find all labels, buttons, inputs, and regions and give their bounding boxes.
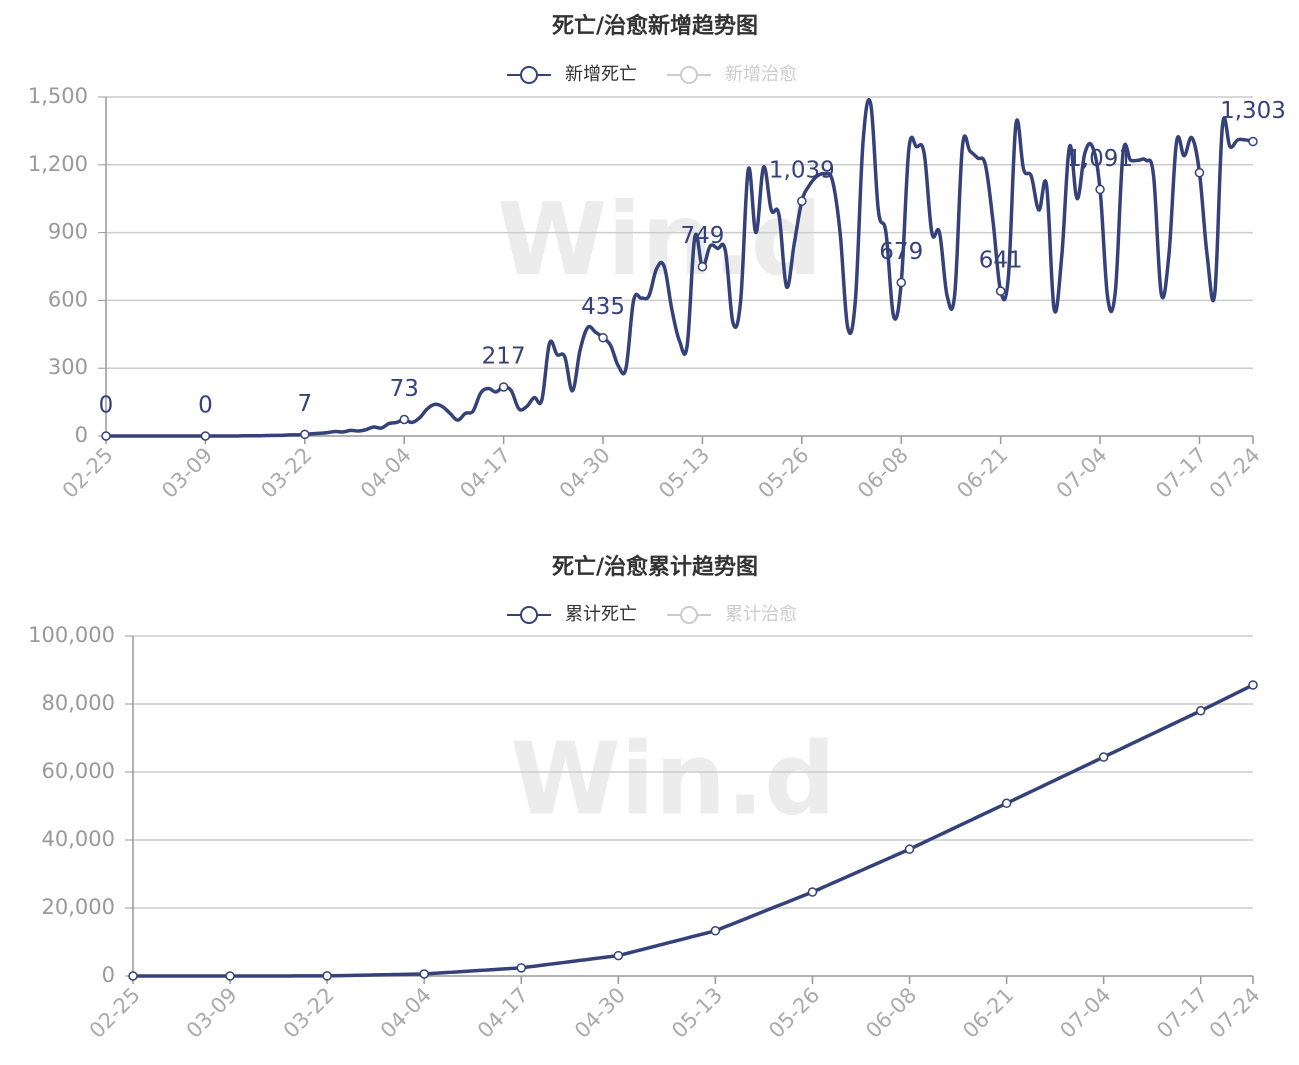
y-tick-label: 0 bbox=[75, 423, 88, 447]
x-tick-label: 03-22 bbox=[256, 443, 316, 503]
x-tick-label: 04-30 bbox=[555, 443, 615, 503]
x-tick-label: 07-24 bbox=[1205, 443, 1265, 503]
y-tick-label: 100,000 bbox=[28, 623, 115, 647]
point-marker bbox=[419, 969, 429, 979]
data-label: 73 bbox=[390, 376, 419, 402]
data-label: 0 bbox=[99, 393, 114, 419]
chart-title: 死亡/治愈新增趋势图 bbox=[552, 13, 758, 39]
legend-label: 累计死亡 bbox=[565, 604, 637, 625]
data-label: 641 bbox=[979, 248, 1023, 274]
x-tick-label: 03-09 bbox=[182, 983, 242, 1043]
point-marker bbox=[807, 887, 818, 897]
data-label: 0 bbox=[198, 393, 213, 419]
y-tick-label: 20,000 bbox=[42, 895, 115, 919]
y-tick-label: 900 bbox=[48, 220, 88, 244]
legend-marker bbox=[520, 66, 538, 84]
point-marker bbox=[399, 414, 409, 425]
point-marker bbox=[598, 332, 608, 343]
series-line bbox=[133, 683, 1254, 978]
x-tick-label: 06-21 bbox=[958, 983, 1018, 1043]
point-marker bbox=[1194, 167, 1205, 178]
x-tick-label: 03-22 bbox=[279, 983, 339, 1043]
point-marker bbox=[1095, 184, 1105, 195]
legend-marker bbox=[680, 606, 698, 624]
point-marker bbox=[1195, 706, 1206, 716]
x-tick-label: 04-04 bbox=[376, 983, 436, 1043]
y-tick-label: 600 bbox=[48, 287, 88, 311]
data-label: 435 bbox=[581, 294, 625, 320]
point-marker bbox=[613, 950, 624, 961]
x-tick-label: 06-08 bbox=[861, 983, 921, 1043]
watermark: Win.d bbox=[510, 720, 835, 837]
legend-label: 新增死亡 bbox=[565, 64, 637, 85]
legend-label: 新增治愈 bbox=[725, 64, 797, 85]
data-label: 749 bbox=[680, 223, 724, 249]
point-marker bbox=[904, 844, 915, 854]
point-marker bbox=[516, 963, 527, 973]
point-marker bbox=[322, 971, 332, 981]
y-tick-label: 40,000 bbox=[42, 827, 115, 851]
x-tick-label: 07-04 bbox=[1052, 443, 1112, 503]
x-tick-label: 03-09 bbox=[157, 443, 217, 503]
watermark: Win.d bbox=[497, 181, 822, 298]
point-marker bbox=[498, 382, 509, 392]
x-tick-label: 04-17 bbox=[473, 983, 533, 1043]
data-label: 1,039 bbox=[769, 158, 835, 184]
data-label: 679 bbox=[879, 239, 923, 265]
x-tick-label: 07-17 bbox=[1151, 443, 1211, 503]
x-tick-label: 05-13 bbox=[667, 983, 727, 1043]
point-marker bbox=[697, 261, 708, 272]
y-tick-label: 80,000 bbox=[42, 691, 115, 715]
point-marker bbox=[128, 971, 138, 981]
legend-marker bbox=[520, 606, 538, 624]
point-marker bbox=[1098, 752, 1109, 762]
x-tick-label: 04-04 bbox=[356, 443, 416, 503]
x-tick-label: 06-21 bbox=[952, 443, 1012, 503]
legend-marker bbox=[680, 66, 698, 84]
x-tick-label: 04-30 bbox=[570, 983, 630, 1043]
x-tick-label: 05-26 bbox=[753, 443, 813, 503]
x-tick-label: 07-04 bbox=[1055, 983, 1115, 1043]
data-label: 217 bbox=[482, 343, 526, 369]
point-marker bbox=[995, 286, 1006, 296]
x-tick-label: 05-26 bbox=[764, 983, 824, 1043]
point-marker bbox=[1248, 136, 1258, 147]
point-marker bbox=[710, 926, 721, 936]
x-tick-label: 02-25 bbox=[58, 443, 118, 503]
point-marker bbox=[1248, 680, 1258, 690]
x-tick-label: 02-25 bbox=[85, 983, 145, 1043]
x-tick-label: 07-17 bbox=[1152, 983, 1212, 1043]
legend-label: 累计治愈 bbox=[725, 604, 797, 625]
point-marker bbox=[300, 429, 310, 440]
y-tick-label: 1,200 bbox=[28, 152, 88, 176]
data-label: 1,303 bbox=[1220, 98, 1286, 124]
point-marker bbox=[797, 196, 807, 206]
y-tick-label: 60,000 bbox=[42, 759, 115, 783]
chart-title: 死亡/治愈累计趋势图 bbox=[552, 554, 758, 580]
point-marker bbox=[1001, 798, 1012, 809]
x-tick-label: 06-08 bbox=[853, 443, 913, 503]
y-tick-label: 0 bbox=[102, 963, 115, 987]
point-marker bbox=[225, 971, 235, 981]
y-tick-label: 1,500 bbox=[28, 84, 88, 108]
point-marker bbox=[200, 431, 211, 441]
point-marker bbox=[896, 277, 907, 288]
x-tick-label: 04-17 bbox=[455, 443, 515, 503]
data-label: 1,091 bbox=[1067, 146, 1133, 172]
point-marker bbox=[101, 431, 111, 441]
x-tick-label: 05-13 bbox=[654, 443, 714, 503]
data-label: 7 bbox=[297, 391, 312, 417]
x-tick-label: 07-24 bbox=[1205, 983, 1265, 1043]
y-tick-label: 300 bbox=[48, 355, 88, 379]
